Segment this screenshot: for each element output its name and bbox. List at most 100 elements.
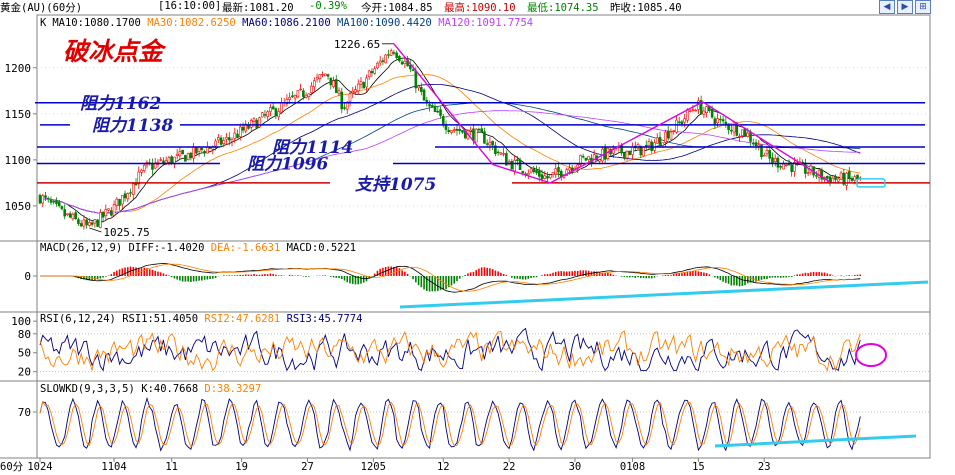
price-ytick-label: 1050 [5, 200, 32, 213]
candle-body [474, 128, 478, 143]
candle-body [639, 145, 643, 156]
legend-entry: K [40, 17, 47, 29]
rsi-ytick-label: 20 [18, 366, 31, 379]
candle-body [472, 128, 475, 141]
candle-body [746, 132, 750, 137]
trend-line [393, 43, 494, 165]
candle-body [642, 146, 645, 157]
candle-body [263, 114, 267, 116]
candle-body [159, 159, 163, 161]
candle-body [343, 107, 346, 109]
candle-body [233, 132, 237, 139]
candle-body [400, 61, 404, 65]
candle-body [227, 137, 231, 141]
candle-body [126, 193, 130, 200]
candle-body [378, 60, 382, 64]
xaxis-tick-label: 11 [165, 461, 178, 473]
candle-body [804, 162, 807, 174]
candle-body [142, 164, 146, 171]
price-ytick-label: 1150 [5, 108, 32, 121]
candle-body [477, 128, 481, 131]
legend-entry: DIFF:-1.4020 [129, 242, 205, 254]
xaxis-tick-label: 15 [692, 461, 705, 473]
legend-entry: DEA:-1.6631 [211, 242, 281, 254]
candle-body [304, 94, 308, 98]
candle-body [702, 110, 706, 115]
candle-body [655, 137, 659, 144]
candle-body [93, 219, 97, 224]
candle-body [52, 200, 56, 203]
candle-body [548, 174, 552, 179]
candle-body [403, 60, 407, 65]
candle-body [236, 133, 239, 139]
instrument-name: 黄金(AU)(60分) [0, 2, 83, 14]
candle-body [96, 219, 99, 227]
candle-body [121, 195, 124, 205]
candle-body [107, 208, 110, 211]
candle-body [277, 111, 280, 118]
candle-body [38, 194, 42, 204]
candle-body [123, 193, 127, 199]
candle-body [710, 108, 714, 118]
legend-entry: MA60:1086.2100 [242, 17, 331, 29]
zoom-icon[interactable]: ⊞ [915, 0, 931, 14]
kd-trend-line [714, 434, 917, 448]
quote-prev-close: 昨收:1085.40 [610, 2, 682, 14]
candle-body [241, 126, 245, 131]
trend-line [492, 163, 551, 184]
candle-body [505, 153, 508, 166]
candle-body [782, 163, 785, 170]
xaxis-tick-label: 19 [235, 461, 248, 473]
candle-body [302, 90, 305, 97]
candle-body [90, 222, 94, 225]
quote-time: [16:10:00] [158, 0, 222, 12]
quote-change: -0.39% [309, 0, 347, 12]
candle-body [340, 91, 344, 110]
scroll-right-icon[interactable]: ▶ [897, 0, 913, 14]
rsi-highlight-circle [855, 343, 887, 367]
candle-body [499, 152, 503, 155]
candle-body [518, 159, 522, 170]
candle-body [351, 90, 355, 94]
candle-body [164, 160, 168, 164]
candle-body [581, 155, 585, 158]
candle-body [200, 148, 204, 151]
xaxis-tick-label: 12 [437, 461, 450, 473]
candle-body [337, 90, 341, 95]
candle-body [441, 116, 445, 126]
candle-body [579, 155, 582, 165]
candle-body [666, 130, 670, 139]
candle-body [411, 69, 415, 71]
chart-title: 破冰点金 [63, 37, 167, 66]
candle-body [324, 73, 327, 77]
scroll-left-icon[interactable]: ◀ [879, 0, 895, 14]
candle-body [428, 104, 431, 107]
candle-body [170, 156, 173, 165]
candle-body [694, 109, 697, 112]
candle-body [178, 151, 182, 157]
candle-body [502, 153, 505, 155]
candle-body [409, 64, 412, 70]
trend-line [549, 101, 703, 184]
candle-body [206, 146, 209, 154]
candle-body [535, 170, 538, 174]
macd-dea-line [40, 263, 861, 292]
candle-body [101, 211, 105, 218]
candle-body [433, 105, 437, 113]
candle-body [44, 195, 47, 198]
candle-body [483, 131, 486, 144]
candle-body [436, 110, 440, 113]
candle-body [776, 157, 780, 168]
candle-body [516, 159, 519, 161]
price-high-label: 1226.65 [334, 38, 380, 51]
quote-open: 今开:1084.85 [361, 2, 433, 14]
legend-entry: MA100:1090.4420 [337, 17, 432, 29]
candle-body [820, 169, 824, 180]
macd-trend-line [399, 280, 929, 309]
price-ytick-label: 1200 [5, 62, 32, 75]
candle-body [422, 89, 426, 101]
candle-body [669, 131, 673, 140]
candle-body [735, 123, 739, 136]
rsi2-line [39, 330, 861, 372]
candle-body [529, 168, 533, 173]
